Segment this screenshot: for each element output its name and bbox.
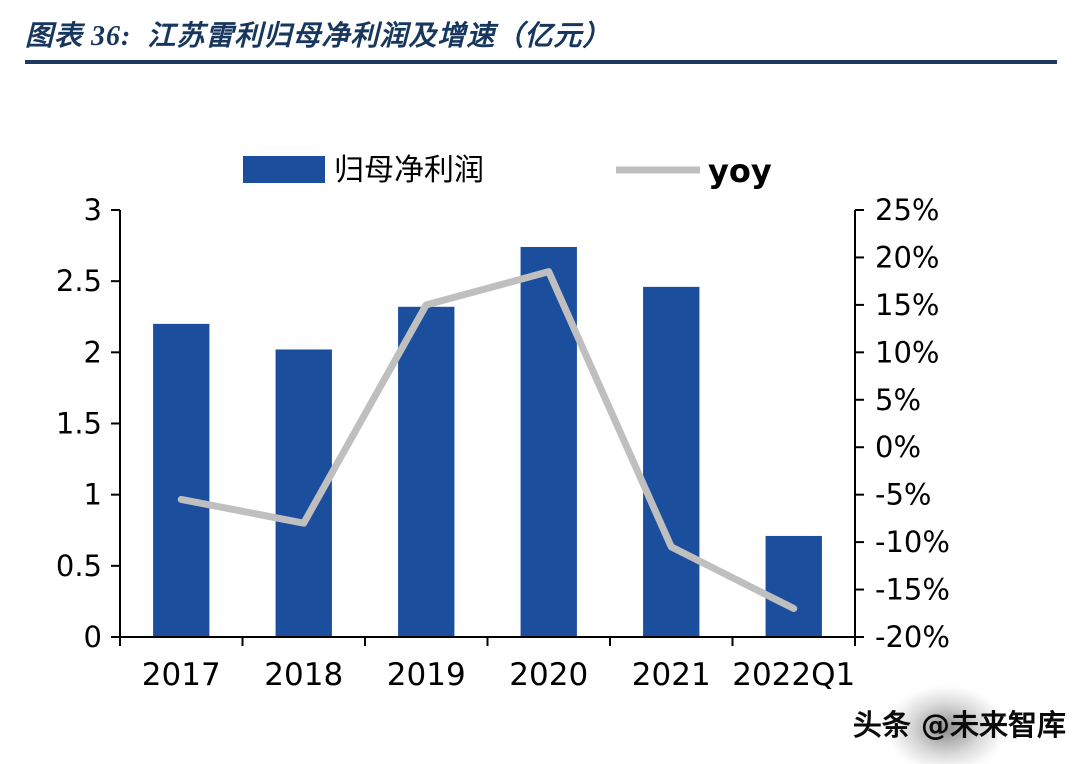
right-axis-tick-label: 5% [875,383,921,417]
legend-bar-label: 归母净利润 [334,153,484,188]
left-axis-tick-label: 0 [84,620,102,654]
left-axis-tick-label: 1 [84,478,102,512]
net-profit-yoy-chart: 归母净利润 yoy 0 0.5 1 1.5 2 2.5 3 -20% -15% -10% -5% 0% 5%… [56,152,950,693]
right-axis-tick-label: -15% [875,573,950,607]
figure-title: 图表 36: 江苏雷利归母净利润及增速（亿元） [25,21,612,52]
x-label-2017: 2017 [142,657,221,693]
bar-2021 [643,286,700,637]
left-axis-tick-label: 1.5 [56,407,102,441]
bar-2020 [520,247,577,638]
figure-header: 图表 36: 江苏雷利归母净利润及增速（亿元） [25,14,1057,64]
left-axis-tick-label: 0.5 [56,549,102,583]
bar-2022Q1 [765,535,822,637]
right-axis-tick-label: 25% [875,193,939,227]
legend-bar-swatch [243,156,325,183]
left-axis-tick-label: 2 [84,335,102,369]
legend-line-label: yoy [708,152,772,190]
watermark-logo-blur [886,686,1006,764]
header-rule [25,60,1057,64]
left-axis-tick-label: 3 [84,193,102,227]
right-axis-tick-label: -20% [875,620,950,654]
right-axis-tick-label: 20% [875,240,939,274]
right-axis-tick-label: 10% [875,335,939,369]
right-axis-tick-label: 15% [875,288,939,322]
watermark-text: 头条 @未来智库 [852,708,1066,742]
watermark: 头条 @未来智库 [806,686,1066,764]
right-axis-tick-label: -5% [875,478,931,512]
bar-2019 [398,306,455,637]
left-axis-tick-label: 2.5 [56,264,102,298]
x-label-2019: 2019 [387,657,466,693]
yoy-line [177,268,798,613]
x-label-2020: 2020 [509,657,588,693]
x-label-2018: 2018 [264,657,343,693]
right-axis-tick-label: -10% [875,525,950,559]
right-axis-tick-label: 0% [875,430,921,464]
x-label-2022Q1: 2022Q1 [732,657,855,693]
x-label-2021: 2021 [632,657,711,693]
bar-2017 [153,323,210,637]
